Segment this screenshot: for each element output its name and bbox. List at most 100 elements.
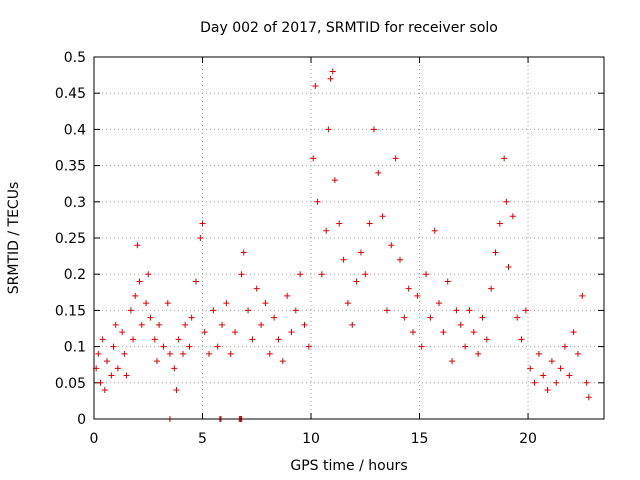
data-point [548, 358, 555, 365]
data-point [173, 387, 180, 394]
data-point [488, 285, 495, 292]
data-point [427, 314, 434, 321]
data-point [540, 372, 547, 379]
data-point [366, 220, 373, 227]
data-point [340, 256, 347, 263]
data-point [357, 249, 364, 256]
data-point [119, 329, 126, 336]
y-tick-label: 0.35 [55, 159, 86, 175]
data-point [353, 278, 360, 285]
data-point [431, 227, 438, 234]
plot-frame [93, 56, 605, 420]
data-point [310, 155, 317, 162]
data-point [561, 343, 568, 350]
x-tick-label: 20 [519, 431, 537, 447]
data-point [97, 379, 104, 386]
data-point [503, 198, 510, 205]
chart-title: Day 002 of 2017, SRMTID for receiver sol… [200, 20, 498, 36]
data-point [110, 343, 117, 350]
data-point [323, 227, 330, 234]
data-point [145, 271, 152, 278]
data-point [553, 379, 560, 386]
grid [94, 57, 604, 419]
data-point [199, 220, 206, 227]
data-point [492, 249, 499, 256]
y-tick-label: 0.3 [64, 195, 86, 211]
data-point [331, 177, 338, 184]
data-point [501, 155, 508, 162]
data-point [475, 350, 482, 357]
y-tick-label: 0.2 [64, 267, 86, 283]
data-point [392, 155, 399, 162]
data-point [232, 329, 239, 336]
data-point [383, 307, 390, 314]
data-point [418, 343, 425, 350]
x-tick-label: 15 [411, 431, 429, 447]
y-tick-label: 0.05 [55, 376, 86, 392]
data-point [245, 307, 252, 314]
data-point [462, 343, 469, 350]
data-point [223, 300, 230, 307]
data-point [336, 220, 343, 227]
data-point [271, 314, 278, 321]
data-point [397, 256, 403, 263]
data-point [436, 300, 443, 307]
data-point [370, 126, 377, 133]
data-point [297, 271, 304, 278]
data-point [279, 358, 286, 365]
data-point [570, 329, 577, 336]
data-point [188, 314, 195, 321]
data-point [362, 271, 369, 278]
data-point [453, 307, 460, 314]
data-point [505, 263, 512, 270]
data-point [349, 321, 356, 328]
data-point [240, 249, 247, 256]
data-point [134, 242, 141, 249]
y-tick-label: 0.25 [55, 231, 86, 247]
data-point [186, 343, 193, 350]
y-tick-label: 0 [77, 412, 86, 428]
data-point [210, 307, 217, 314]
data-point [238, 271, 245, 278]
data-point [147, 314, 154, 321]
data-point [544, 387, 551, 394]
data-point [375, 169, 382, 176]
data-point [219, 321, 226, 328]
data-point [579, 292, 586, 299]
data-point [535, 350, 542, 357]
data-point [182, 321, 189, 328]
data-point [314, 198, 321, 205]
y-axis-title: SRMTID / TECUs [6, 182, 22, 295]
data-point [156, 321, 163, 328]
data-point [123, 372, 130, 379]
data-point [457, 321, 464, 328]
data-point [284, 292, 291, 299]
data-point [175, 336, 182, 343]
data-point [509, 213, 516, 220]
y-tick-label: 0.1 [64, 340, 86, 356]
data-point [262, 300, 269, 307]
data-point [527, 365, 534, 372]
data-point [197, 235, 204, 241]
data-point [136, 278, 143, 285]
data-point [449, 358, 456, 365]
data-point [127, 307, 134, 314]
data-point [410, 329, 417, 336]
x-tick-label: 10 [302, 431, 320, 447]
data-point [329, 68, 336, 75]
data-point [249, 336, 256, 343]
data-point [318, 271, 325, 278]
y-tick-label: 0.45 [55, 86, 86, 102]
data-point [132, 292, 139, 299]
data-point [583, 379, 590, 386]
data-point [305, 343, 312, 350]
data-point [423, 271, 430, 278]
data-point [275, 336, 282, 343]
x-axis-title: GPS time / hours [290, 458, 407, 474]
data-point [114, 365, 121, 372]
data-point [566, 372, 573, 379]
y-tick-label: 0.5 [64, 50, 86, 66]
data-point [227, 350, 234, 357]
data-point [301, 321, 308, 328]
